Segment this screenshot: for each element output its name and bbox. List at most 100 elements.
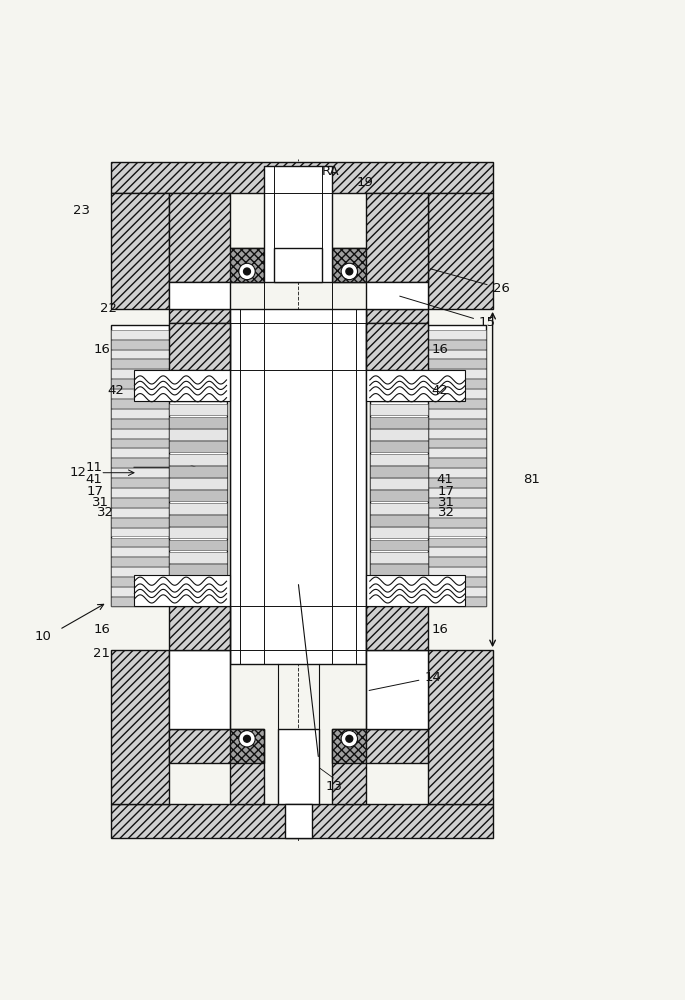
Text: 32: 32 — [438, 506, 455, 519]
Polygon shape — [169, 193, 264, 282]
Bar — [110, 340, 169, 349]
Polygon shape — [366, 650, 427, 729]
Text: 41: 41 — [86, 473, 102, 486]
Polygon shape — [277, 729, 319, 804]
Text: 22: 22 — [100, 302, 117, 315]
Bar — [370, 503, 427, 514]
Circle shape — [244, 268, 251, 275]
Bar — [370, 429, 427, 440]
Bar — [169, 417, 227, 428]
Bar — [169, 490, 227, 501]
Bar — [110, 429, 169, 438]
Polygon shape — [366, 309, 427, 323]
Bar — [110, 557, 169, 566]
Bar — [110, 399, 169, 408]
Circle shape — [346, 735, 353, 742]
Bar — [427, 528, 486, 536]
Text: 41: 41 — [436, 473, 453, 486]
Circle shape — [244, 735, 251, 742]
Polygon shape — [169, 650, 230, 729]
Bar — [427, 538, 486, 546]
Polygon shape — [366, 282, 427, 309]
Bar — [427, 429, 486, 438]
Bar — [110, 458, 169, 467]
Polygon shape — [230, 729, 264, 763]
Bar — [370, 466, 427, 477]
Bar — [110, 379, 169, 388]
Bar — [110, 587, 169, 596]
Polygon shape — [169, 606, 230, 650]
Bar — [370, 441, 427, 452]
Bar — [370, 478, 427, 489]
Bar — [110, 350, 169, 358]
Polygon shape — [230, 248, 264, 282]
Bar — [427, 557, 486, 566]
Polygon shape — [264, 166, 332, 282]
Bar — [110, 518, 169, 527]
Bar — [370, 404, 427, 415]
Circle shape — [341, 731, 358, 747]
Polygon shape — [427, 650, 493, 804]
Bar — [110, 498, 169, 507]
Bar — [427, 577, 486, 586]
Text: 23: 23 — [73, 204, 90, 217]
Bar — [370, 454, 427, 465]
Bar — [427, 340, 486, 349]
Bar — [110, 478, 169, 487]
Text: 16: 16 — [93, 623, 110, 636]
Bar — [110, 409, 169, 418]
Circle shape — [346, 268, 353, 275]
Bar — [110, 369, 169, 378]
Bar — [110, 389, 169, 398]
Polygon shape — [366, 575, 465, 606]
Polygon shape — [134, 575, 230, 606]
Bar — [110, 448, 169, 457]
Text: 42: 42 — [107, 384, 124, 397]
Bar — [169, 564, 227, 575]
Text: 81: 81 — [523, 473, 540, 486]
Text: 26: 26 — [430, 269, 510, 295]
Polygon shape — [366, 323, 427, 370]
Text: 15: 15 — [400, 296, 496, 329]
Polygon shape — [169, 729, 264, 804]
Circle shape — [239, 263, 256, 280]
Polygon shape — [332, 729, 427, 804]
Polygon shape — [366, 606, 427, 650]
Bar — [169, 429, 227, 440]
Polygon shape — [110, 162, 493, 193]
Text: 17: 17 — [438, 485, 455, 498]
Bar — [110, 468, 169, 477]
Bar — [110, 528, 169, 536]
Text: 14: 14 — [369, 671, 441, 690]
Polygon shape — [332, 729, 366, 763]
Bar — [169, 515, 227, 526]
Polygon shape — [169, 309, 230, 323]
Bar — [427, 488, 486, 497]
Bar — [370, 527, 427, 538]
Bar — [427, 468, 486, 477]
Bar — [110, 439, 169, 447]
Polygon shape — [230, 309, 366, 664]
Bar — [110, 577, 169, 586]
Text: 11: 11 — [86, 461, 102, 474]
Circle shape — [239, 731, 256, 747]
Polygon shape — [110, 325, 169, 606]
Polygon shape — [427, 325, 486, 606]
Text: 21: 21 — [93, 647, 110, 660]
Bar — [427, 508, 486, 517]
Text: 10: 10 — [34, 630, 51, 643]
Polygon shape — [110, 804, 493, 838]
Polygon shape — [332, 248, 366, 282]
Polygon shape — [169, 401, 227, 575]
Bar — [427, 498, 486, 507]
Bar — [110, 419, 169, 428]
Polygon shape — [110, 193, 169, 309]
Text: 32: 32 — [97, 506, 114, 519]
Bar — [427, 389, 486, 398]
Text: 19: 19 — [356, 176, 373, 189]
Polygon shape — [134, 370, 230, 401]
Polygon shape — [332, 193, 427, 282]
Polygon shape — [274, 248, 322, 282]
Bar — [370, 417, 427, 428]
Bar — [427, 547, 486, 556]
